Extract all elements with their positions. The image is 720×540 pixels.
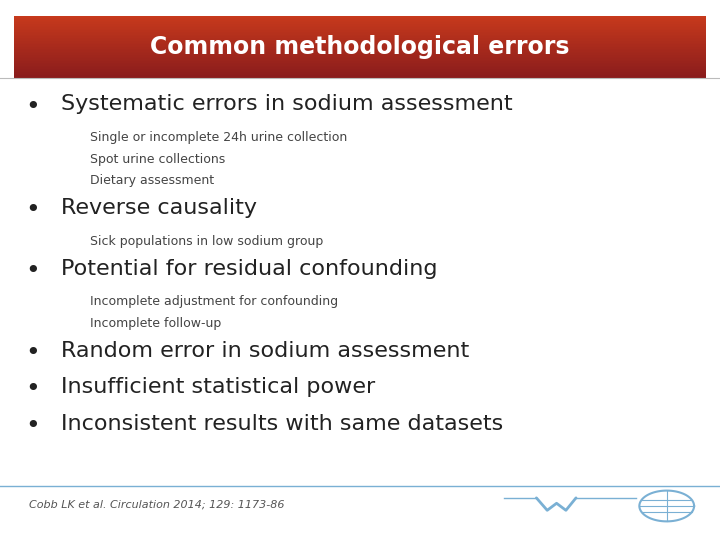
Bar [14,25,706,27]
Text: Inconsistent results with same datasets: Inconsistent results with same datasets [61,414,503,434]
Bar [14,19,706,21]
Bar [14,69,706,71]
Text: Incomplete adjustment for confounding: Incomplete adjustment for confounding [90,295,338,308]
Text: Systematic errors in sodium assessment: Systematic errors in sodium assessment [61,94,513,114]
Text: Dietary assessment: Dietary assessment [90,174,214,187]
Text: •: • [25,259,40,282]
Text: •: • [25,414,40,438]
Bar [14,75,706,77]
Text: Random error in sodium assessment: Random error in sodium assessment [61,341,469,361]
Bar [14,66,706,68]
Bar [14,39,706,41]
Text: Common methodological errors: Common methodological errors [150,35,570,59]
Bar [14,22,706,24]
Text: Cobb LK et al. Circulation 2014; 129: 1173-86: Cobb LK et al. Circulation 2014; 129: 11… [29,500,284,510]
Text: Spot urine collections: Spot urine collections [90,153,225,166]
Bar [14,32,706,33]
Bar [14,63,706,64]
Bar [14,44,706,46]
Bar [14,24,706,25]
Bar [14,18,706,19]
Bar [14,77,706,78]
Text: •: • [25,198,40,222]
Bar [14,21,706,22]
Bar [14,68,706,69]
Bar [14,49,706,50]
Text: Single or incomplete 24h urine collection: Single or incomplete 24h urine collectio… [90,131,347,144]
Text: Potential for residual confounding: Potential for residual confounding [61,259,438,279]
Text: •: • [25,377,40,401]
Bar [14,71,706,72]
Bar [14,64,706,66]
Bar [14,61,706,63]
Bar [14,16,706,18]
Bar [14,53,706,55]
Bar [14,41,706,43]
Text: Incomplete follow-up: Incomplete follow-up [90,317,221,330]
Text: •: • [25,341,40,364]
Bar [14,55,706,57]
Bar [14,33,706,35]
Bar [14,57,706,58]
Bar [14,35,706,36]
Bar [14,58,706,60]
Bar [14,27,706,29]
Bar [14,38,706,39]
Bar [14,48,706,49]
Bar [14,43,706,44]
Text: Reverse causality: Reverse causality [61,198,257,218]
Text: •: • [25,94,40,118]
Text: Sick populations in low sodium group: Sick populations in low sodium group [90,235,323,248]
Bar [14,46,706,47]
Bar [14,36,706,38]
Bar [14,73,706,75]
Bar [14,30,706,32]
Text: Insufficient statistical power: Insufficient statistical power [61,377,375,397]
Bar [14,72,706,73]
Bar [14,60,706,61]
Bar [14,50,706,52]
Bar [14,29,706,30]
Bar [14,52,706,53]
